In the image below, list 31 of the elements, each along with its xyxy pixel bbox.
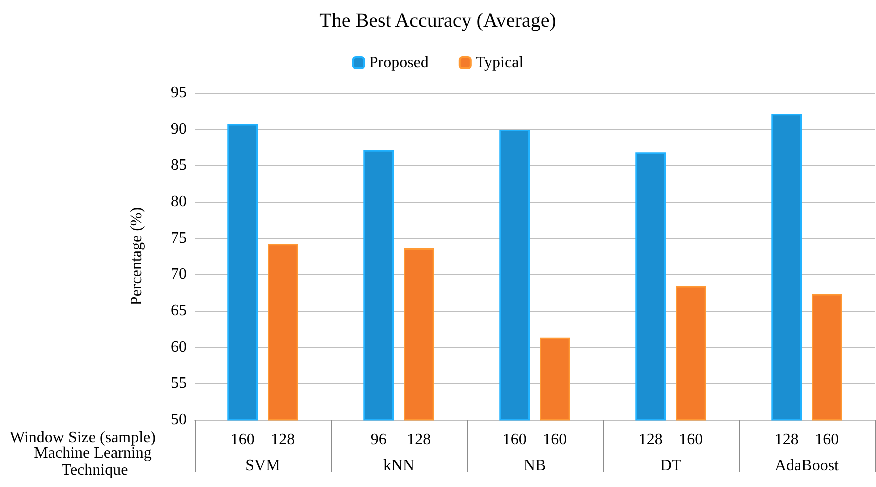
- text: 160: [679, 432, 704, 448]
- x-tick-label: AdaBoost: [775, 458, 840, 474]
- text: 96: [370, 432, 387, 448]
- y-axis-title: Percentage (%): [128, 207, 146, 306]
- y-tick-label: 75: [171, 230, 187, 247]
- y-tick-label: 55: [171, 375, 187, 392]
- y-tick-label: 95: [171, 84, 187, 102]
- x-axis-title: Machine Learning Technique: [34, 445, 156, 479]
- text: Window Size (sample): [10, 430, 156, 446]
- x-tick-label: kNN: [383, 458, 415, 474]
- y-tick-label: 50: [171, 412, 187, 428]
- text: 160: [543, 432, 568, 448]
- y-tick-label: 60: [171, 338, 187, 356]
- x-tick-label: SVM: [246, 458, 280, 474]
- x-tick-label: DT: [660, 458, 682, 474]
- y-tick-label: 85: [171, 157, 187, 174]
- legend-label: Typical: [476, 54, 524, 72]
- text: 128: [774, 432, 799, 448]
- y-tick-label: 90: [171, 120, 187, 138]
- y-tick-label: 65: [171, 302, 187, 320]
- x-tick-label: NB: [524, 458, 546, 474]
- text: 128: [638, 432, 663, 448]
- legend-label: Proposed: [369, 54, 429, 72]
- text: 160: [502, 432, 527, 448]
- chart-title: The Best Accuracy (Average): [320, 10, 556, 32]
- y-tick-label: 70: [171, 266, 187, 284]
- y-tick-label: 80: [171, 194, 187, 210]
- text: 160: [230, 432, 255, 448]
- text: 128: [407, 432, 432, 448]
- text: 128: [271, 432, 296, 448]
- text: 160: [815, 432, 840, 448]
